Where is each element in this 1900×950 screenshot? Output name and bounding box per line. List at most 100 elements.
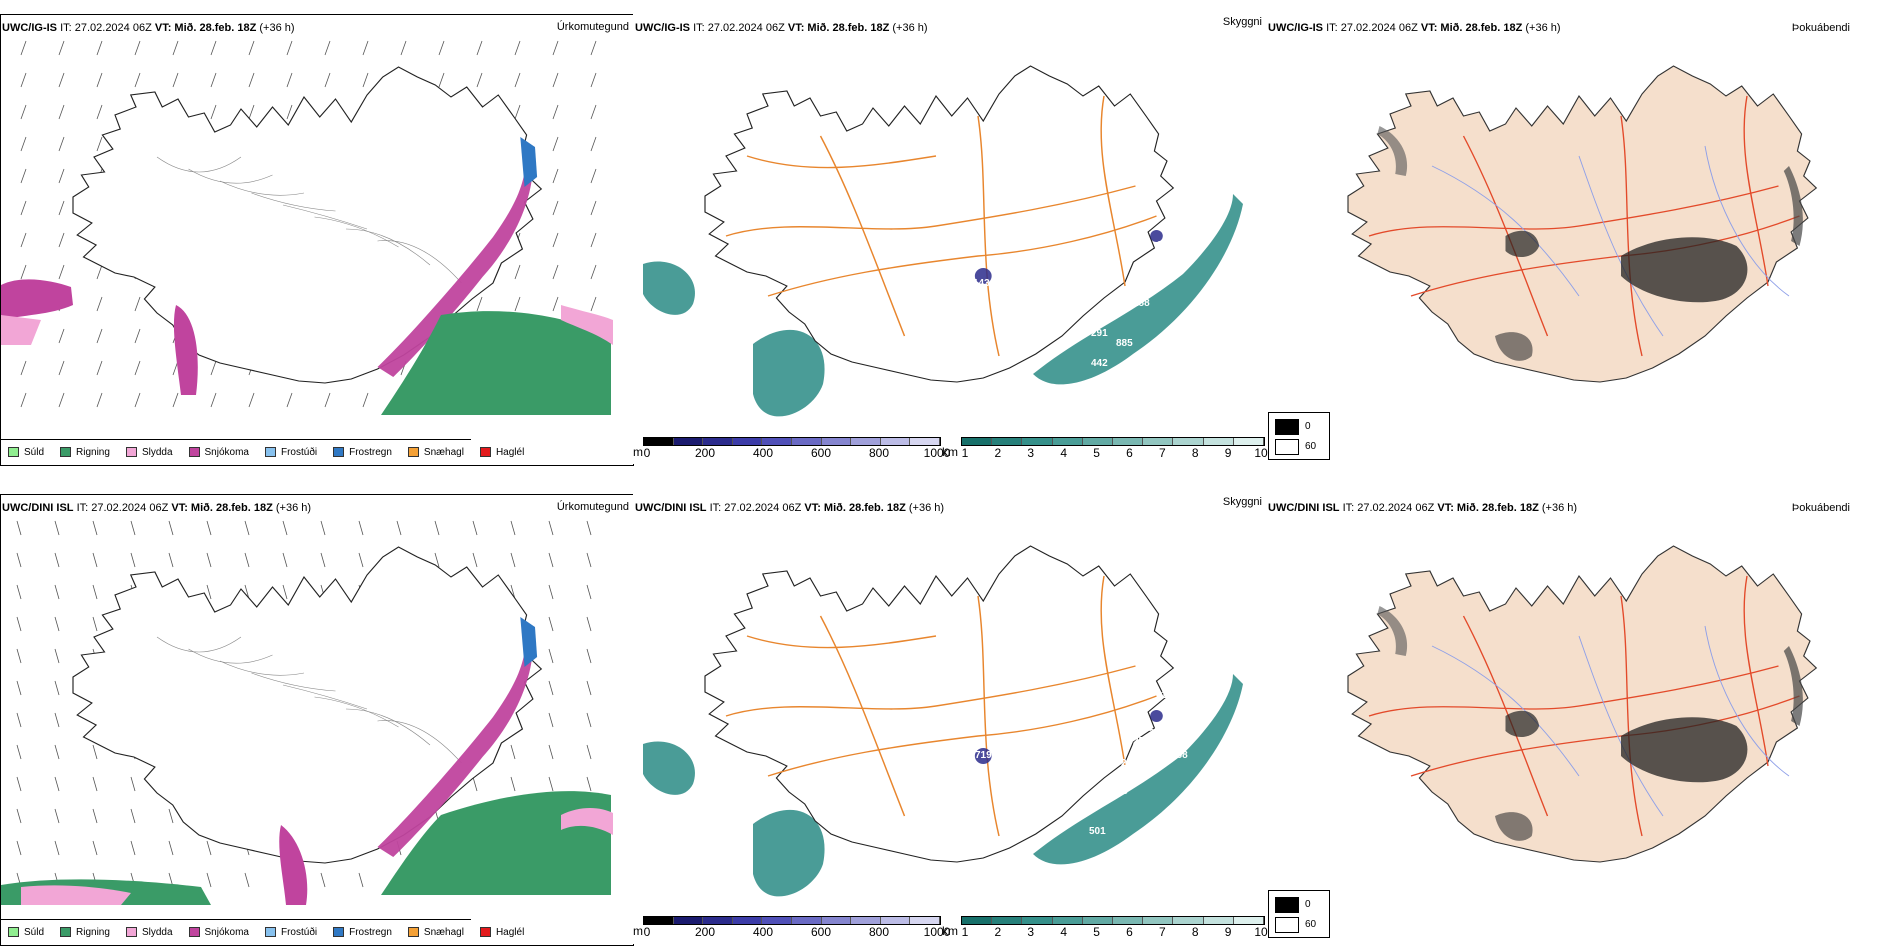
- precip-legend-row1: Súld Rigning Slydda Snjókoma Frostúði Frostre…: [1, 439, 524, 464]
- color-scale: [961, 437, 1265, 446]
- scale-tick-label: 9: [1224, 446, 1232, 460]
- visibility-value-label: 442: [1091, 358, 1108, 369]
- snow-area: [377, 157, 533, 377]
- fog-panel-row1: Þokuábendi: [1266, 14, 1900, 464]
- precip-legend-swatch: [407, 447, 419, 457]
- visibility-value-label: 143: [973, 278, 990, 289]
- precip-legend-label: Snjókoma: [204, 926, 249, 938]
- scale-tick-label: 200: [694, 446, 716, 460]
- precip-legend-swatch: [333, 927, 345, 937]
- fog-map-row1: [1347, 65, 1818, 383]
- lead-time: (+36 h): [259, 22, 295, 34]
- precip-legend-swatch: [125, 447, 137, 457]
- precip-legend-item: Snæhagl: [407, 926, 464, 938]
- scale-tick-label: 4: [1060, 925, 1067, 939]
- sleet-area: [561, 305, 613, 345]
- visibility-value-label: 361: [1157, 240, 1174, 251]
- valid-time: VT: Mið. 28.feb. 18Z: [154, 22, 257, 34]
- iceland-coastline: [704, 65, 1175, 383]
- scale-tick-label: 10: [1254, 446, 1268, 460]
- issue-time: IT: 27.02.2024 06Z: [60, 22, 152, 34]
- visibility-value-label: 259: [1133, 736, 1150, 747]
- precip-legend-label: Frostregn: [349, 926, 392, 938]
- precip-legend-item: Haglél: [479, 926, 525, 938]
- visibility-value-label: 719: [975, 750, 992, 761]
- precip-panel-row2: Úrkomutegund Súld Rigning Slydda Snjókoma Fr…: [0, 494, 634, 946]
- visibility-value-label: 455: [1111, 786, 1128, 797]
- iceland-coastline: [704, 545, 1175, 863]
- precip-legend-label: Haglél: [495, 926, 525, 938]
- visibility-title: Skyggni: [1222, 16, 1262, 28]
- scale-tick-label: 6: [1126, 446, 1133, 460]
- visibility-panel-row2: 290 501 455 238 383 259 240 311 404 488 183 317 169 1…: [633, 494, 1266, 944]
- visibility-value-label: 413: [1153, 254, 1170, 265]
- sleet-area: [561, 808, 613, 835]
- precip-map-row1: [1, 40, 613, 415]
- visibility-value-label: 183: [1161, 702, 1178, 713]
- header-row1-visibility: UWC/IG-IS IT: 27.02.2024 06Z VT: Mið. 28…: [635, 22, 928, 34]
- precip-legend-item: Rigning: [60, 927, 110, 938]
- visibility-value-label: 317: [1175, 702, 1192, 713]
- color-scale: [643, 916, 941, 925]
- precip-legend-label: Rigning: [76, 926, 110, 938]
- scale-tick-label: 400: [752, 925, 774, 939]
- visibility-value-label: 277: [1139, 278, 1156, 289]
- color-scale: [643, 437, 941, 446]
- precip-legend-swatch: [8, 447, 19, 457]
- scale-tick-label: 1: [961, 925, 969, 939]
- scale-tick-label: 600: [810, 925, 832, 939]
- fog-title: Þokuábendi: [1791, 22, 1850, 34]
- precip-panel-row1: Úrkomutegund Súld Rigning Slydda Snjókoma Fr…: [0, 14, 634, 466]
- precip-legend-label: Frostúði: [280, 926, 318, 938]
- scale-tick-label: 7: [1158, 925, 1166, 939]
- precip-legend-swatch: [407, 927, 419, 937]
- visibility-value-label: 290: [1093, 796, 1110, 807]
- scale-tick-label: 3: [1027, 446, 1035, 460]
- scale-tick-label: 2: [994, 925, 1002, 939]
- precip-legend-label: Rigning: [76, 446, 110, 458]
- precip-legend-item: Frostúði: [264, 447, 317, 458]
- precip-legend-item: Slydda: [125, 446, 173, 458]
- visibility-value-label: 238: [1121, 758, 1138, 769]
- visibility-value-label: 501: [1089, 826, 1106, 837]
- precip-legend-item: Frostúði: [264, 926, 318, 938]
- scale-tick-label: 1000: [923, 446, 951, 460]
- precip-legend-item: Snjókoma: [188, 926, 249, 938]
- header-row1-precip: UWC/IG-IS IT: 27.02.2024 06Z VT: Mið. 28…: [2, 22, 295, 34]
- precip-legend-item: Haglél: [479, 447, 524, 458]
- visibility-value-label: 316: [1171, 206, 1188, 217]
- iceland-coastline: [1347, 65, 1818, 383]
- precip-legend-item: Súld: [8, 447, 44, 458]
- scale-tick-label: 800: [868, 925, 890, 939]
- scale-tick-label: 0: [643, 925, 651, 939]
- scale-tick-label: 800: [868, 446, 890, 460]
- visibility-value-label: 240: [1145, 752, 1162, 763]
- precip-legend-label: Súld: [24, 926, 45, 938]
- precip-legend-label: Súld: [24, 446, 45, 458]
- visibility-value-label: 885: [1116, 338, 1133, 349]
- precip-legend-swatch: [188, 927, 200, 937]
- precip-legend-item: Snjókoma: [188, 447, 249, 458]
- rain-area: [381, 791, 611, 895]
- precip-legend-item: Slydda: [125, 926, 173, 938]
- fog-legend-row1: 0 60: [1268, 412, 1330, 460]
- precip-legend-item: Frostregn: [333, 927, 392, 938]
- precip-legend-label: Slydda: [141, 926, 173, 938]
- precip-legend-swatch: [8, 927, 19, 937]
- precip-legend-label: Slydda: [141, 446, 173, 458]
- precip-legend-swatch: [125, 927, 137, 937]
- visibility-value-label: 260: [1105, 300, 1122, 311]
- scale-tick-label: 9: [1224, 925, 1232, 939]
- precip-legend-label: Snæhagl: [423, 926, 464, 938]
- scale-tick-label: 6: [1126, 925, 1133, 939]
- visibility-value-label: 291: [1091, 328, 1108, 339]
- precip-legend-swatch: [60, 927, 72, 937]
- fog-map-row2: [1347, 545, 1818, 863]
- scale-tick-label: 2: [994, 446, 1002, 460]
- scale-tick-label: 400: [752, 446, 774, 460]
- precip-legend-swatch: [479, 447, 491, 457]
- visibility-value-label: 110: [1175, 666, 1192, 677]
- scale-tick-label: 3: [1027, 925, 1035, 939]
